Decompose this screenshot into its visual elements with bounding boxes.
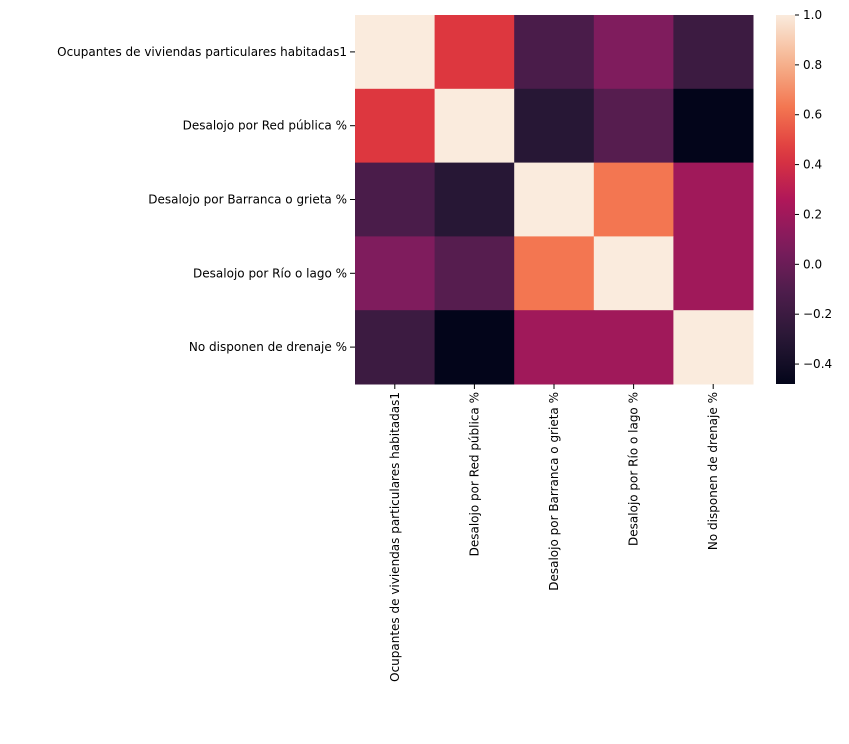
heatmap-cell-r4-c3 <box>593 310 674 385</box>
heatmap-cell-r3-c2 <box>514 236 595 311</box>
column-label: Ocupantes de viviendas particulares habi… <box>388 392 402 682</box>
heatmap-cell-r3-c4 <box>673 236 754 311</box>
row-label: Desalojo por Barranca o grieta % <box>148 193 347 207</box>
heatmap-cell-r4-c4 <box>673 310 754 385</box>
heatmap-cell-r3-c1 <box>434 236 515 311</box>
row-label: Ocupantes de viviendas particulares habi… <box>57 45 347 59</box>
heatmap-cell-r2-c4 <box>673 162 754 237</box>
column-label: Desalojo por Barranca o grieta % <box>547 392 561 591</box>
colorbar-tick-label: 0.2 <box>803 207 822 221</box>
colorbar-tick-label: 0.6 <box>803 108 822 122</box>
heatmap-cell-r2-c1 <box>434 162 515 237</box>
row-labels: Ocupantes de viviendas particulares habi… <box>57 45 355 354</box>
heatmap-cell-r3-c0 <box>355 236 436 311</box>
heatmap-cell-r0-c0 <box>355 15 436 90</box>
heatmap-cell-r1-c2 <box>514 88 595 164</box>
colorbar: −0.4 −0.2 0.0 0.2 0.4 0.6 0.8 1.0 <box>776 8 832 384</box>
column-label: Desalojo por Red pública % <box>467 392 481 556</box>
heatmap-cell-r4-c2 <box>514 310 595 385</box>
colorbar-tick-label: −0.2 <box>803 307 832 321</box>
heatmap-cell-r3-c3 <box>593 236 674 311</box>
row-label: Desalojo por Río o lago % <box>193 266 347 280</box>
colorbar-tick-label: 0.8 <box>803 58 822 72</box>
heatmap-cell-r0-c1 <box>434 15 515 90</box>
colorbar-gradient <box>776 15 795 384</box>
heatmap-cell-r1-c1 <box>434 88 515 164</box>
heatmap-cell-r1-c3 <box>593 88 674 164</box>
heatmap-cell-r2-c0 <box>355 162 436 237</box>
column-label: No disponen de drenaje % <box>706 392 720 550</box>
colorbar-tick-label: 1.0 <box>803 8 822 22</box>
heatmap-cells <box>355 15 754 385</box>
colorbar-tick-label: 0.0 <box>803 257 822 271</box>
heatmap-cell-r2-c2 <box>514 162 595 237</box>
heatmap-cell-r0-c2 <box>514 15 595 90</box>
heatmap-cell-r4-c1 <box>434 310 515 385</box>
row-label: No disponen de drenaje % <box>189 340 347 354</box>
heatmap-cell-r1-c4 <box>673 88 754 164</box>
row-label: Desalojo por Red pública % <box>183 119 347 133</box>
heatmap-cell-r4-c0 <box>355 310 436 385</box>
heatmap-cell-r2-c3 <box>593 162 674 237</box>
colorbar-tick-label: −0.4 <box>803 357 832 371</box>
heatmap-cell-r0-c3 <box>593 15 674 90</box>
column-label: Desalojo por Río o lago % <box>627 392 641 546</box>
heatmap-cell-r1-c0 <box>355 88 436 164</box>
colorbar-tick-label: 0.4 <box>803 158 822 172</box>
column-labels: Ocupantes de viviendas particulares habi… <box>388 384 720 682</box>
heatmap-cell-r0-c4 <box>673 15 754 90</box>
